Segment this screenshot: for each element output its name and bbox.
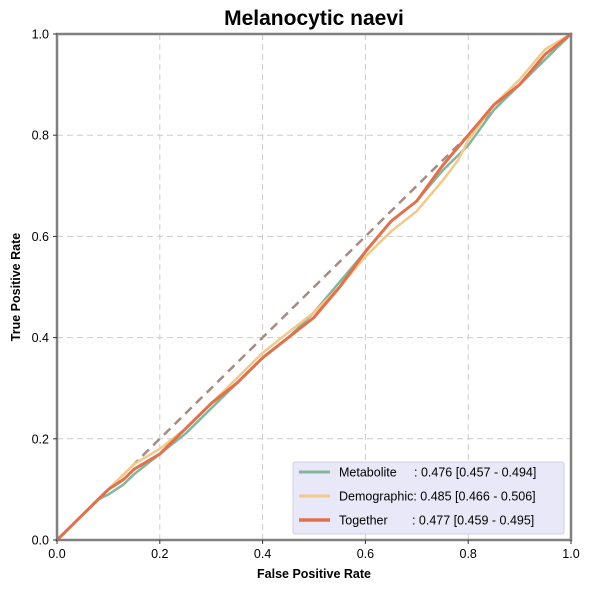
y-ticks: 0.0 0.2 0.4 0.6 0.8 1.0 xyxy=(32,28,57,548)
series-lines xyxy=(55,32,573,542)
y-tick-label: 0.0 xyxy=(32,534,49,548)
x-tick-label: 0.4 xyxy=(254,547,271,561)
x-axis-label: False Positive Rate xyxy=(257,567,371,581)
y-tick-label: 0.4 xyxy=(32,331,49,345)
legend-label-together: Together : 0.477 [0.459 - 0.495] xyxy=(339,514,534,528)
x-ticks: 0.0 0.2 0.4 0.6 0.8 1.0 xyxy=(48,540,580,561)
x-tick-label: 1.0 xyxy=(562,547,579,561)
x-tick-label: 0.6 xyxy=(357,547,374,561)
y-tick-label: 0.8 xyxy=(32,129,49,143)
legend-box xyxy=(292,461,565,535)
x-tick-label: 0.0 xyxy=(48,547,65,561)
x-tick-label: 0.2 xyxy=(151,547,168,561)
series-line-together xyxy=(55,32,573,542)
plot-frame xyxy=(55,32,573,542)
x-tick-label: 0.8 xyxy=(460,547,477,561)
y-axis-label: True Positive Rate xyxy=(9,233,23,341)
legend-label-demographic: Demographic: 0.485 [0.466 - 0.506] xyxy=(339,490,536,504)
chart-title: Melanocytic naevi xyxy=(224,7,404,30)
legend-label-metabolite: Metabolite : 0.476 [0.457 - 0.494] xyxy=(339,466,536,480)
y-tick-label: 0.2 xyxy=(32,432,49,446)
legend: Metabolite : 0.476 [0.457 - 0.494] Demogr… xyxy=(292,461,565,535)
y-tick-label: 0.6 xyxy=(32,230,49,244)
y-tick-label: 1.0 xyxy=(32,28,49,42)
